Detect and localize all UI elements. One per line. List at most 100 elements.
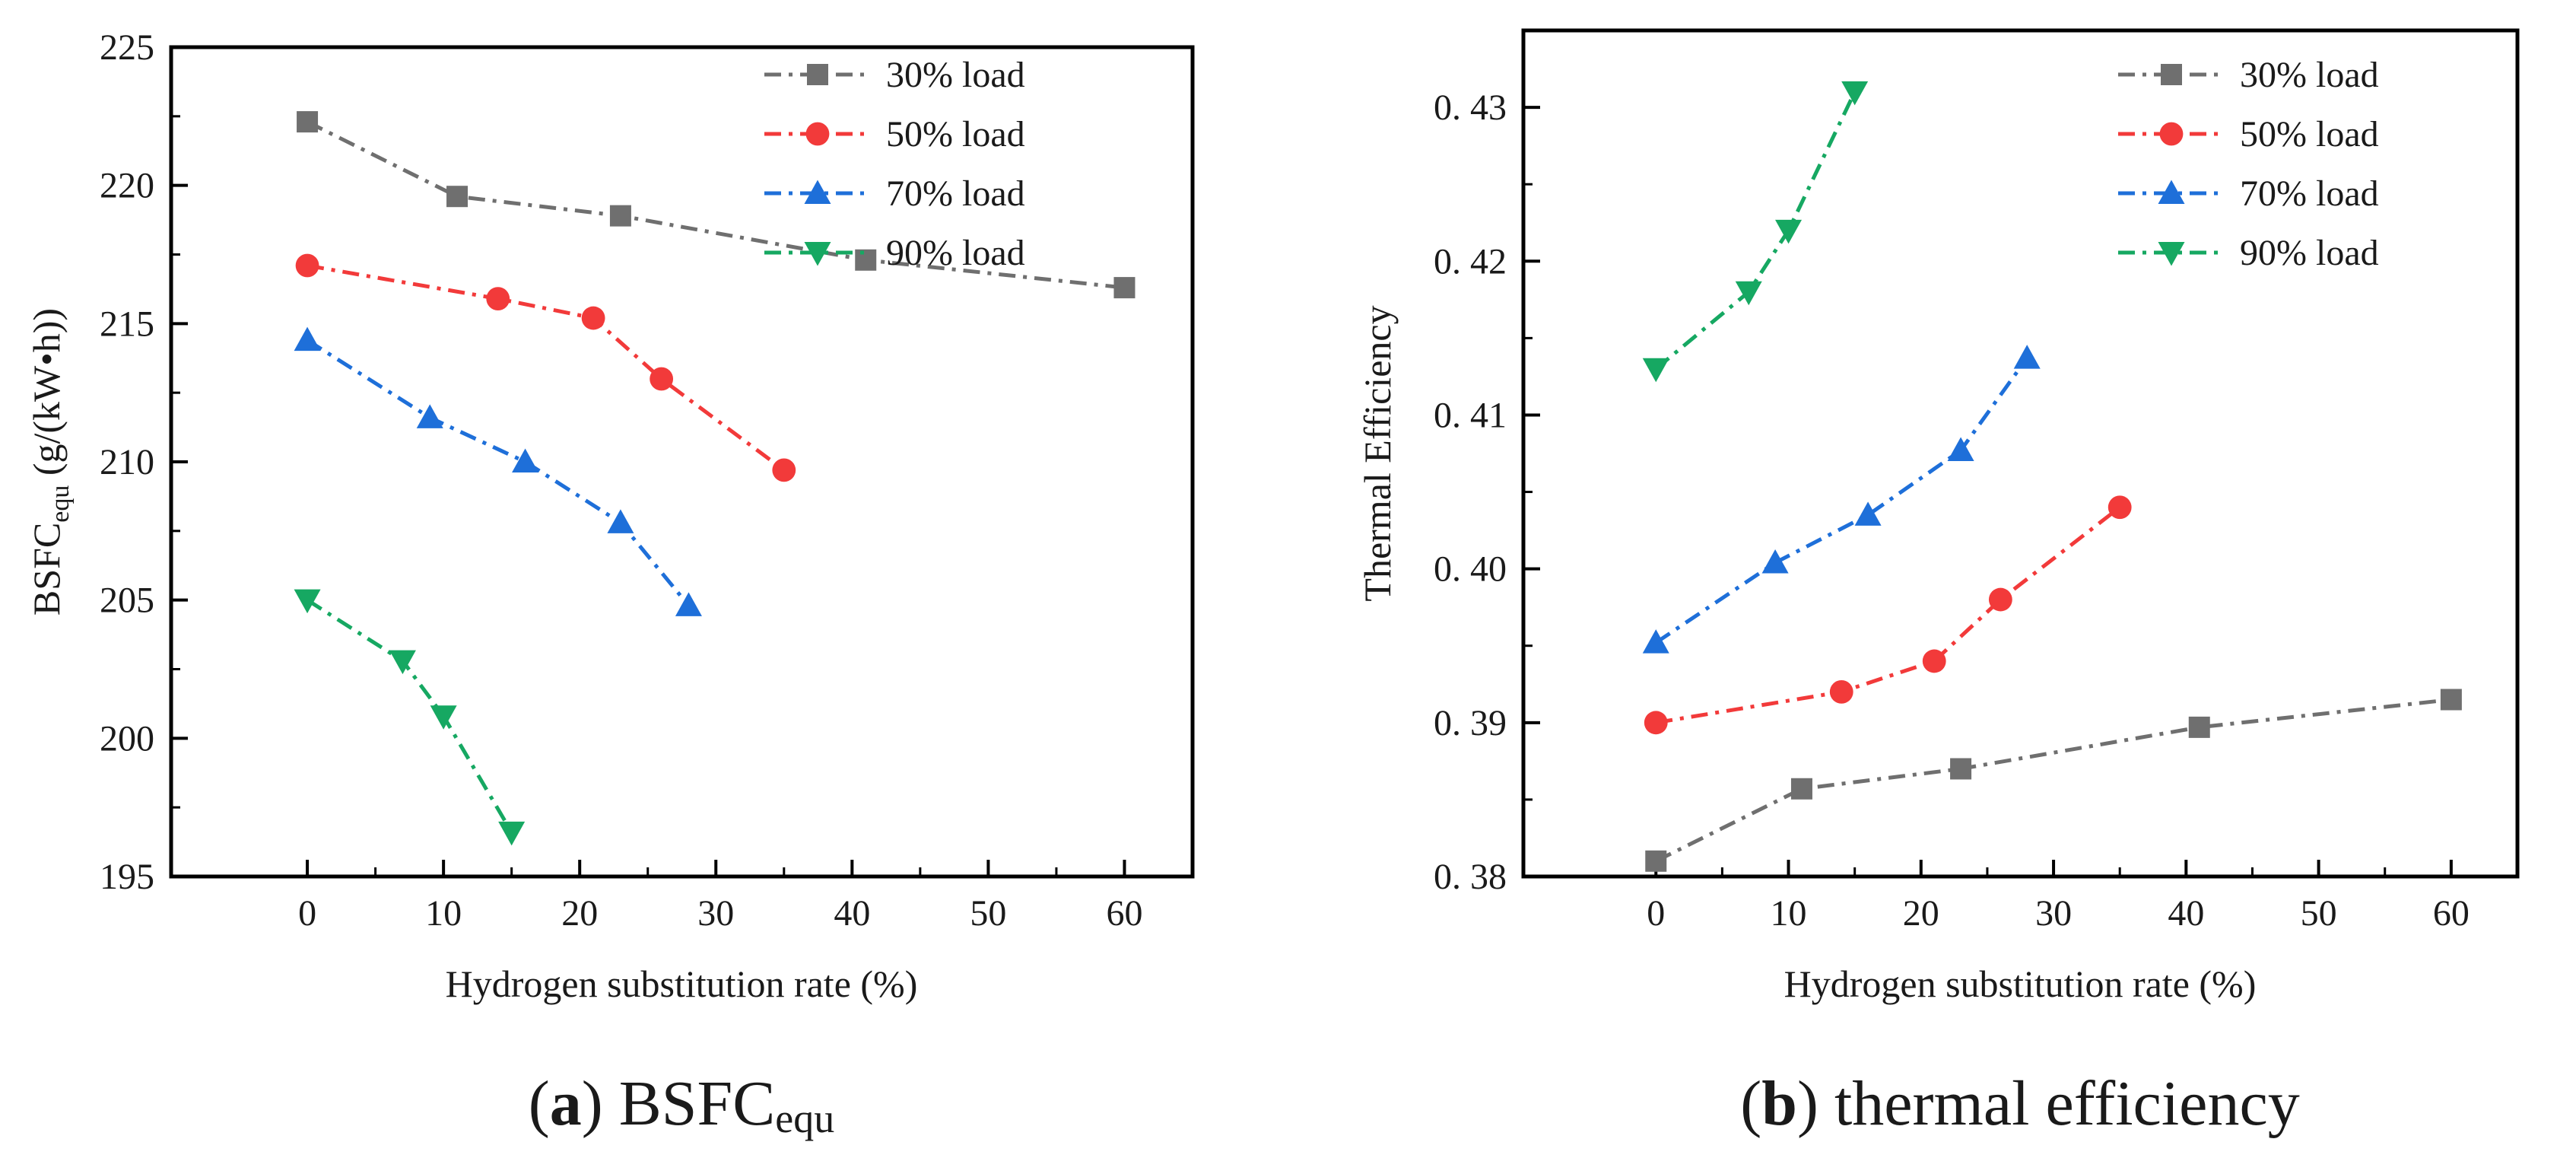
panel-b-ticks: 0 10 20 30 40 50 60 0. 38 0. 39 0. 40 0. 41 0. 42 0.…	[1434, 87, 2470, 934]
panel-b-y-tick-label: 0. 38	[1434, 857, 1507, 897]
panel-b-series-line-90-load	[1654, 91, 1857, 371]
panel-a-data-point-70-load	[294, 326, 321, 352]
panel-a-series-line-90-load	[306, 598, 513, 834]
panel-a-x-axis-title: Hydrogen substitution rate (%)	[446, 962, 918, 1005]
panel-b-caption-text: thermal efficiency	[1818, 1068, 2300, 1139]
panel-a-series-90-load	[294, 589, 526, 846]
panel-b-x-tick-label: 30	[2035, 893, 2072, 934]
panel-b-data-point-50-load	[1644, 711, 1668, 735]
panel-a-legend-marker-50-load	[805, 122, 830, 146]
panel-b-data-point-50-load	[1829, 679, 1853, 704]
panel-b-plot-frame	[1521, 28, 2520, 879]
panel-b-y-axis-title: Thermal Efficiency	[1356, 305, 1399, 601]
panel-b-x-tick-label: 50	[2301, 893, 2337, 934]
panel-a-x-tick-label: 50	[970, 893, 1006, 934]
panel-a-data-point-90-load	[389, 650, 416, 675]
panel-b-legend-label-70-load: 70% load	[2240, 173, 2379, 214]
panel-a-series-30-load	[297, 111, 1136, 299]
panel-a-y-tick-label: 220	[100, 166, 154, 206]
panel-a-y-tick-label: 195	[100, 857, 154, 897]
panel-b-data-point-30-load	[1790, 778, 1812, 800]
panel-a-legend-marker-90-load	[804, 242, 831, 266]
panel-a-caption: (a) BSFCequ	[529, 1068, 834, 1141]
panel-b-data-point-90-load	[1642, 358, 1669, 383]
panel-a-legend-label-30-load: 30% load	[886, 55, 1025, 95]
panel-a-caption-close: )	[582, 1068, 603, 1139]
panel-a-y-axis-title-main: BSFC	[25, 523, 68, 616]
panel-b-series-50-load	[1644, 495, 2132, 735]
panel-b-data-point-90-load	[1735, 281, 1762, 306]
panel-a-legend-marker-70-load	[804, 180, 831, 204]
panel-a-data-point-70-load	[416, 404, 443, 428]
panel-b-thermal-efficiency-chart: 0 10 20 30 40 50 60 0. 38 0. 39 0. 40 0. 41 0. 42 0.…	[1356, 28, 2520, 1139]
panel-a-data-point-30-load	[609, 205, 631, 227]
panel-a-y-axis-title: BSFCequ (g/(kW•h))	[25, 308, 75, 616]
panel-b-legend: 30% load 50% load 70% load 90% load	[2118, 55, 2379, 273]
panel-a-bsfc-chart: 0 10 20 30 40 50 60 195 200 205 210 215 220 225 30% l…	[25, 27, 1195, 1141]
panel-a-y-tick-label: 200	[100, 718, 154, 759]
panel-a-y-tick-label: 210	[100, 442, 154, 482]
panel-b-data-point-90-load	[1841, 81, 1869, 106]
panel-a-series	[294, 111, 1136, 846]
panel-a-data-point-50-load	[581, 306, 605, 330]
panel-a-data-point-90-load	[294, 589, 321, 614]
panel-b-x-tick-label: 40	[2168, 893, 2204, 934]
panel-a-x-tick-label: 20	[561, 893, 598, 934]
panel-b-data-point-70-load	[2013, 345, 2041, 369]
panel-b-x-tick-label: 10	[1771, 893, 1807, 934]
panel-a-legend-label-50-load: 50% load	[886, 114, 1025, 154]
panel-a-y-tick-label: 225	[100, 27, 154, 68]
panel-b-legend-marker-90-load	[2158, 242, 2185, 266]
panel-a-caption-sub: equ	[775, 1096, 834, 1141]
panel-a-y-axis-title-sub: equ	[46, 485, 75, 523]
panel-b-y-tick-label: 0. 41	[1434, 395, 1507, 435]
panel-b-series-line-70-load	[1654, 357, 2029, 644]
panel-b-y-tick-label: 0. 40	[1434, 549, 1507, 590]
panel-a-series-line-70-load	[306, 339, 691, 607]
panel-a-y-tick-label: 215	[100, 304, 154, 344]
panel-b-caption: (b) thermal efficiency	[1740, 1068, 2299, 1139]
panel-b-data-point-30-load	[1950, 758, 1972, 780]
panel-a-x-tick-label: 30	[697, 893, 734, 934]
panel-a-data-point-70-load	[675, 592, 702, 616]
panel-a-x-tick-label: 0	[298, 893, 316, 934]
panel-b-legend-label-30-load: 30% load	[2240, 55, 2379, 95]
panel-a-caption-letter: a	[550, 1068, 582, 1139]
panel-b-data-point-50-load	[1988, 587, 2012, 612]
panel-a-data-point-90-load	[498, 821, 526, 846]
panel-a-data-point-30-load	[855, 249, 877, 271]
panel-a-x-tick-label: 60	[1106, 893, 1142, 934]
panel-b-data-point-70-load	[1761, 549, 1789, 574]
panel-b-caption-open: (	[1740, 1068, 1761, 1139]
panel-a-y-tick-label: 205	[100, 581, 154, 621]
panel-a-x-tick-label: 10	[425, 893, 462, 934]
panel-b-legend-label-50-load: 50% load	[2240, 114, 2379, 154]
panel-a-legend-marker-30-load	[807, 64, 828, 85]
panel-b-data-point-70-load	[1854, 501, 1882, 526]
panel-b-data-point-70-load	[1642, 629, 1669, 654]
panel-b-x-axis-title: Hydrogen substitution rate (%)	[1784, 962, 2257, 1005]
panel-b-y-tick-label: 0. 39	[1434, 703, 1507, 743]
panel-b-legend-marker-50-load	[2159, 122, 2184, 146]
panel-a-data-point-30-load	[297, 111, 319, 133]
panel-b-data-point-30-load	[2188, 716, 2210, 738]
panel-a-data-point-50-load	[295, 253, 319, 278]
panel-a-data-point-30-load	[446, 186, 469, 208]
panel-b-legend-label-90-load: 90% load	[2240, 233, 2379, 273]
panel-b-caption-letter: b	[1761, 1068, 1797, 1139]
panel-a-data-point-70-load	[512, 448, 539, 472]
panel-b-legend-marker-30-load	[2161, 64, 2182, 85]
panel-b-series	[1642, 81, 2462, 872]
panel-b-data-point-50-load	[1922, 649, 1946, 673]
panel-a-ticks: 0 10 20 30 40 50 60 195 200 205 210 215 220 225	[100, 27, 1142, 934]
panel-b-data-point-90-load	[1775, 219, 1803, 244]
panel-a-data-point-90-load	[430, 705, 457, 730]
panel-a-data-point-50-load	[650, 367, 674, 391]
panel-a-legend-label-70-load: 70% load	[886, 173, 1025, 214]
panel-a-y-axis-title-units: (g/(kW•h))	[25, 308, 68, 485]
panel-a-legend-label-90-load: 90% load	[886, 233, 1025, 273]
panel-b-data-point-30-load	[2440, 689, 2462, 711]
panel-b-y-tick-label: 0. 43	[1434, 87, 1507, 128]
